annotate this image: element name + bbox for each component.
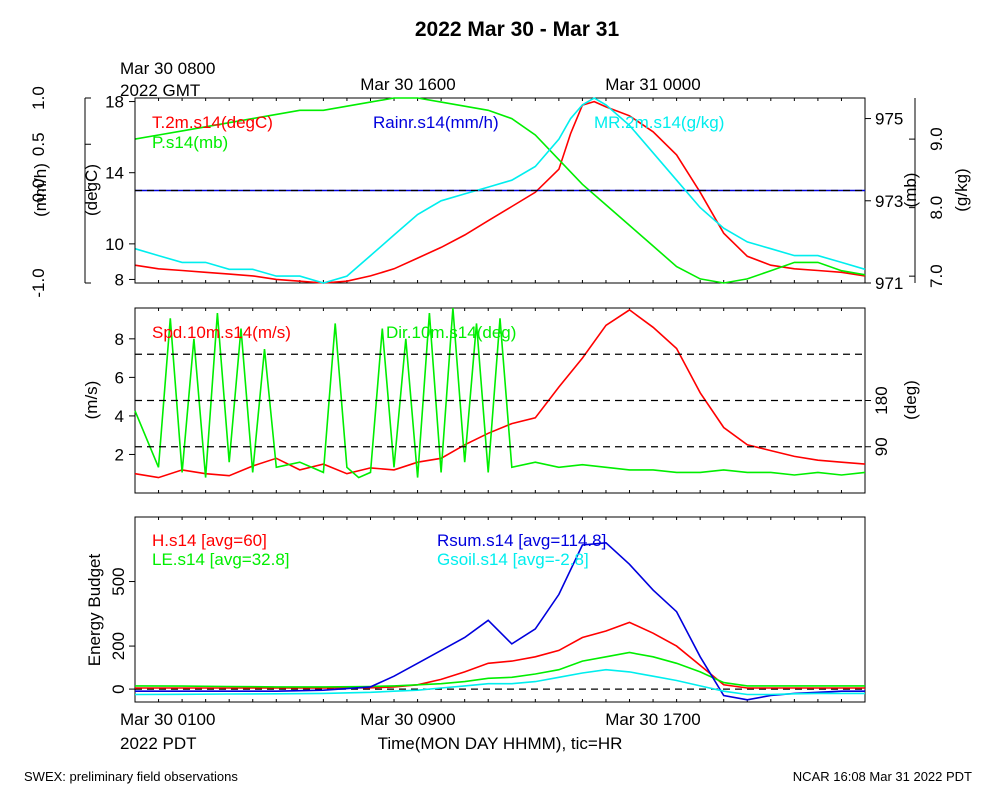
- spd-axis-tick-label: 6: [115, 368, 124, 387]
- panel-middle-series: [134, 307, 866, 479]
- series-line-latent-heat: [134, 651, 865, 688]
- legend-pressure: P.s14(mb): [152, 133, 228, 152]
- panel-top-series: [134, 97, 866, 284]
- rain-axis-tick-label: 0.0: [29, 179, 48, 203]
- spd-axis-ticks: 2 4 6 8: [115, 330, 135, 464]
- energy-axis-tick-label: 200: [109, 632, 128, 660]
- temp-axis-tick-label: 10: [105, 235, 124, 254]
- panel-bottom-x-ticks: [158, 517, 842, 702]
- series-line-pressure: [134, 97, 866, 284]
- bottom-time-label-second: Mar 30 0900: [360, 710, 455, 729]
- top-time-label-zone: 2022 GMT: [120, 81, 200, 100]
- legend-soil-heat: Gsoil.s14 [avg=-2.8]: [437, 550, 589, 569]
- panel-bottom-frame: [134, 516, 866, 703]
- footer-right: NCAR 16:08 Mar 31 2022 PDT: [793, 769, 972, 784]
- mr-axis-ticks: 7.0 8.0 9.0: [909, 127, 946, 288]
- bottom-time-label-zone: 2022 PDT: [120, 734, 197, 753]
- rain-axis-tick-label: -1.0: [29, 268, 48, 297]
- mr-axis-tick-label: 7.0: [927, 264, 946, 288]
- chart-title: 2022 Mar 30 - Mar 31: [415, 18, 620, 41]
- footer-left: SWEX: preliminary field observations: [24, 769, 238, 784]
- top-time-label-third: Mar 31 0000: [605, 75, 700, 94]
- series-line-mixing-ratio: [134, 97, 866, 284]
- pres-axis-tick-label: 971: [875, 274, 903, 293]
- series-line-temperature: [134, 100, 866, 284]
- series-line-wind-direction: [134, 307, 866, 479]
- series-line-wind-speed: [134, 308, 866, 479]
- mr-axis-tick-label: 9.0: [927, 127, 946, 151]
- dir-axis-label: (deg): [901, 380, 920, 420]
- temp-axis-label: (degC): [82, 164, 101, 216]
- dir-axis-tick-label: 90: [872, 437, 891, 456]
- energy-axis-tick-label: 0: [109, 684, 128, 693]
- legend-rain-rate: Rainr.s14(mm/h): [373, 113, 499, 132]
- bottom-time-label-first: Mar 30 0100: [120, 710, 215, 729]
- top-time-label-first: Mar 30 0800: [120, 59, 215, 78]
- pres-axis-ticks: 971 973 975: [865, 110, 903, 293]
- legend-wind-direction: Dir.10m.s14(deg): [386, 323, 516, 342]
- pres-axis-label: (mb): [901, 173, 920, 208]
- legend-latent-heat: LE.s14 [avg=32.8]: [152, 550, 290, 569]
- spd-axis-tick-label: 2: [115, 445, 124, 464]
- spd-axis-label: (m/s): [82, 381, 101, 420]
- x-axis-title: Time(MON DAY HHMM), tic=HR: [378, 734, 623, 753]
- energy-axis-tick-label: 500: [109, 567, 128, 595]
- series-line-soil-heat: [134, 668, 865, 696]
- dir-axis-tick-label: 180: [872, 386, 891, 414]
- legend-sensible-heat: H.s14 [avg=60]: [152, 531, 267, 550]
- top-time-label-second: Mar 30 1600: [360, 75, 455, 94]
- pres-axis-tick-label: 973: [875, 192, 903, 211]
- legend-temperature: T.2m.s14(degC): [152, 113, 273, 132]
- spd-axis-tick-label: 8: [115, 330, 124, 349]
- energy-axis-label: Energy Budget: [85, 553, 104, 666]
- panel-bottom-series: [134, 541, 865, 701]
- series-line-net-radiation: [135, 541, 865, 701]
- mr-axis-label: (g/kg): [952, 168, 971, 211]
- energy-axis-ticks: 0 200 500: [109, 567, 135, 694]
- legend-wind-speed: Spd.10m.s14(m/s): [152, 323, 291, 342]
- bottom-time-label-third: Mar 30 1700: [605, 710, 700, 729]
- temp-axis-tick-label: 8: [115, 270, 124, 289]
- temp-axis-tick-label: 18: [105, 93, 124, 112]
- legend-net-radiation: Rsum.s14 [avg=114.8]: [437, 531, 606, 550]
- legend-mixing-ratio: MR.2m.s14(g/kg): [594, 113, 724, 132]
- temp-axis-ticks: 8 10 14 18: [105, 93, 135, 289]
- spd-axis-tick-label: 4: [115, 407, 124, 426]
- pres-axis-tick-label: 975: [875, 110, 903, 129]
- temp-axis-tick-label: 14: [105, 164, 124, 183]
- rain-axis-tick-label: 0.5: [29, 132, 48, 156]
- dir-axis-ticks: 90 180: [865, 386, 891, 456]
- mr-axis-tick-label: 8.0: [927, 196, 946, 220]
- rain-axis-ticks: -1.0 0.0 0.5 1.0: [29, 86, 91, 298]
- series-line-sensible-heat: [135, 621, 865, 689]
- rain-axis-label: (mm/h): [31, 163, 50, 217]
- rain-axis-tick-label: 1.0: [29, 86, 48, 110]
